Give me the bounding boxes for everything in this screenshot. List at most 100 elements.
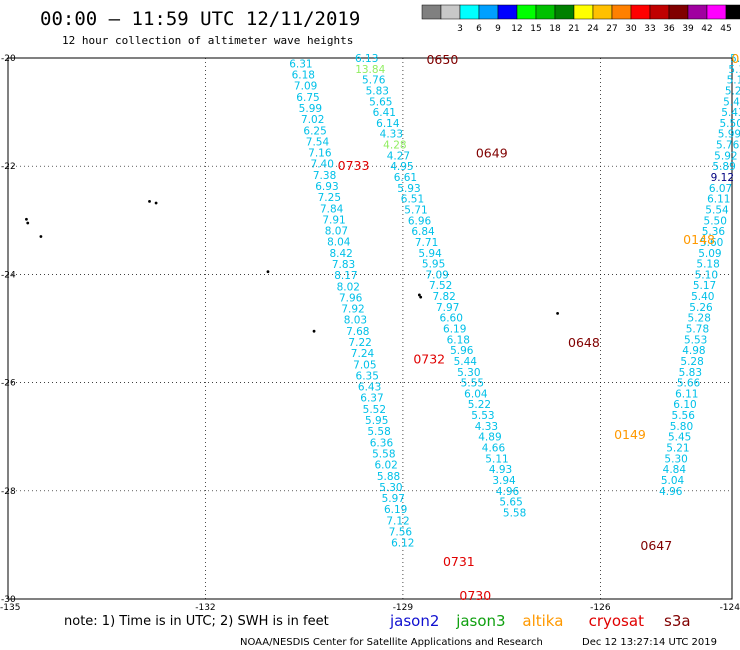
wave-height-value: 7.83	[332, 259, 355, 271]
wave-height-value: 6.31	[289, 58, 312, 70]
track-c: 5.145.145.105.275.495.435.505.995.765.92…	[614, 51, 740, 498]
island-dot	[266, 270, 270, 274]
wave-height-value: 5.95	[365, 415, 388, 427]
page-title: 00:00 — 11:59 UTC 12/11/2019	[40, 8, 360, 30]
wave-height-value: 5.17	[693, 280, 716, 292]
track-a: 6.316.187.096.755.997.026.257.547.167.40…	[289, 58, 491, 603]
lon-tick-label: -135	[0, 603, 20, 613]
lat-tick-label: -22	[1, 162, 16, 172]
wave-height-value: 5.14	[730, 53, 740, 65]
wave-height-value: 7.25	[318, 192, 341, 204]
wave-height-value: 5.22	[468, 399, 491, 411]
wave-height-value: 8.04	[327, 237, 351, 249]
legend-swatch	[478, 4, 499, 20]
wave-height-value: 5.50	[720, 118, 740, 130]
wave-height-value: 8.07	[325, 226, 348, 238]
wave-height-value: 5.36	[702, 226, 726, 238]
wave-height-value: 5.09	[698, 248, 721, 260]
pass-time-label: 0733	[338, 158, 370, 173]
map-frame	[7, 57, 733, 600]
lon-tick-label: -126	[590, 603, 611, 613]
wave-height-value: 6.96	[408, 215, 432, 227]
wave-height-value: 6.19	[384, 504, 407, 516]
footer-note: note: 1) Time is in UTC; 2) SWH is in fe…	[64, 614, 329, 629]
legend-tick-label: 6	[476, 24, 482, 34]
wave-height-value: 6.75	[296, 92, 319, 104]
wave-height-value: 5.49	[723, 96, 740, 108]
wave-height-value: 6.14	[376, 118, 400, 130]
wave-height-value: 7.02	[301, 114, 324, 126]
legend-swatch	[725, 4, 740, 20]
wave-height-value: 7.96	[339, 292, 363, 304]
wave-height-value: 5.43	[721, 107, 740, 119]
wave-height-value: 5.14	[728, 64, 740, 76]
legend-tick-label: 18	[549, 24, 561, 34]
legend-swatch	[573, 4, 594, 20]
wave-height-value: 5.99	[299, 103, 322, 115]
legend-swatch	[554, 4, 575, 20]
lat-tick-label: -24	[1, 270, 16, 280]
wave-height-value: 4.84	[663, 464, 687, 476]
pass-time-label: 0650	[426, 52, 458, 67]
wave-height-value: 5.83	[366, 85, 389, 97]
wave-height-value: 5.80	[670, 421, 693, 433]
wave-height-value: 6.18	[447, 334, 470, 346]
wave-height-value: 4.33	[475, 421, 498, 433]
wave-height-value: 5.95	[422, 259, 445, 271]
legend-swatch	[668, 4, 689, 20]
wave-height-value: 5.58	[372, 448, 395, 460]
wave-height-value: 6.35	[356, 370, 379, 382]
legend-tick-label: 33	[644, 24, 655, 34]
wave-height-value: 4.33	[380, 129, 403, 141]
wave-height-value: 7.12	[386, 515, 409, 527]
legend-tick-label: 42	[701, 24, 712, 34]
legend-tick-label: 9	[495, 24, 501, 34]
legend-swatch	[706, 4, 727, 20]
wave-height-value: 7.54	[306, 136, 330, 148]
page-subtitle: 12 hour collection of altimeter wave hei…	[62, 34, 353, 47]
wave-height-value: 4.27	[387, 150, 410, 162]
legend-tick-label: 3	[457, 24, 463, 34]
wave-height-value: 5.56	[672, 410, 696, 422]
pass-time-label: 0647	[640, 538, 672, 553]
legend-tick-label: 24	[587, 24, 599, 34]
pass-time-label: 0731	[443, 554, 475, 569]
wave-height-value: 5.97	[382, 493, 405, 505]
wave-height-value: 13.84	[355, 64, 385, 76]
wave-height-legend: 36912151821242730333639424570(ft)	[421, 4, 740, 34]
wave-height-value: 7.16	[308, 148, 332, 160]
wave-height-value: 4.28	[383, 140, 406, 152]
legend-tick-label: 27	[606, 24, 617, 34]
lat-tick-label: -30	[1, 595, 16, 605]
wave-height-value: 5.11	[485, 453, 508, 465]
island-dot	[419, 295, 423, 299]
wave-height-value: 3.94	[492, 475, 516, 487]
legend-swatch	[687, 4, 708, 20]
wave-height-value: 5.93	[397, 183, 420, 195]
lat-tick-label: -26	[1, 379, 16, 389]
wave-height-value: 5.28	[688, 313, 711, 325]
wave-height-value: 7.38	[313, 170, 336, 182]
wave-height-value: 8.42	[329, 248, 352, 260]
legend-swatch	[459, 4, 480, 20]
wave-height-value: 5.50	[704, 215, 727, 227]
legend-swatch	[440, 4, 461, 20]
satellite-label: jason2	[389, 612, 439, 630]
lon-tick-label: -132	[195, 603, 215, 613]
wave-height-value: 4.66	[482, 443, 506, 455]
wave-height-value: 8.17	[334, 270, 357, 282]
island-dot	[39, 235, 43, 238]
island-dot	[154, 201, 158, 205]
wave-height-value: 7.40	[311, 159, 334, 171]
wave-height-value: 5.71	[404, 204, 427, 216]
map-tick-labels: -20-22-24-26-28-30-135-132-129-126-123-1…	[0, 54, 740, 613]
wave-height-value: 5.18	[696, 259, 719, 271]
wave-height-value: 5.99	[718, 129, 740, 141]
wave-height-value: 5.53	[684, 334, 707, 346]
legend-tick-label: 21	[568, 24, 579, 34]
wave-height-value: 5.58	[367, 426, 390, 438]
wave-height-value: 5.27	[725, 85, 740, 97]
wave-height-value: 5.52	[363, 404, 386, 416]
wave-height-value: 5.45	[668, 432, 691, 444]
wave-height-value: 7.91	[322, 214, 345, 226]
